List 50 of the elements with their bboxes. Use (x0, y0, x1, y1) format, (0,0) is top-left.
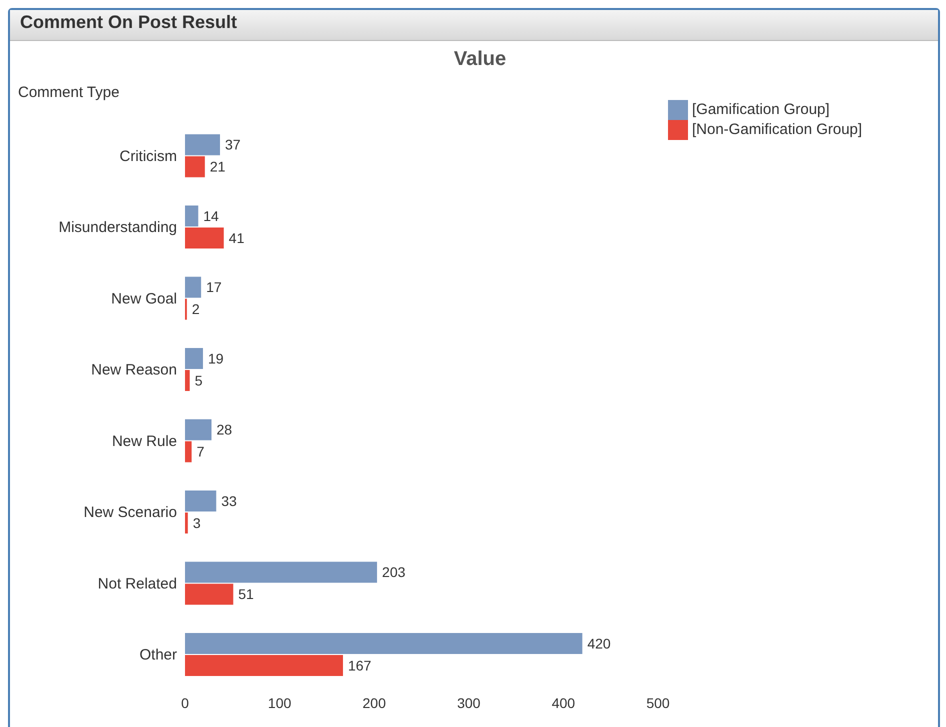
data-label: 51 (238, 586, 254, 602)
bar (185, 441, 192, 462)
x-tick-label: 200 (362, 694, 386, 711)
y-axis-title: Comment Type (18, 84, 120, 101)
y-tick-label: New Reason (91, 362, 177, 379)
x-tick-label: 0 (181, 694, 190, 711)
bar (185, 370, 190, 391)
data-label: 2 (192, 301, 200, 318)
x-tick-label: 500 (646, 694, 670, 711)
data-label: 41 (228, 230, 245, 246)
data-label: 3 (192, 514, 201, 531)
bar (185, 228, 224, 248)
bar (185, 206, 198, 226)
legend-label: [Non-Gamification Group] (692, 120, 862, 138)
data-label: 7 (196, 444, 205, 460)
bar (185, 276, 202, 298)
bar (185, 655, 343, 676)
data-label: 203 (382, 564, 406, 580)
x-tick-label: 100 (268, 694, 292, 711)
x-tick-label: 300 (457, 694, 481, 711)
legend-label: [Gamification Group] (692, 100, 830, 118)
data-label: 28 (216, 422, 232, 438)
bar (185, 134, 220, 156)
data-label: 167 (348, 657, 372, 674)
data-label: 5 (194, 372, 203, 388)
data-label: 420 (587, 635, 611, 652)
data-label: 19 (208, 350, 224, 366)
chart-title: Comment On Post Result (10, 10, 938, 41)
y-tick-label: Other (139, 646, 178, 664)
bar (185, 156, 205, 178)
y-tick-label: New Goal (111, 290, 177, 308)
y-tick-label: New Scenario (84, 504, 177, 522)
y-tick-label: Not Related (98, 575, 177, 592)
data-label: 17 (206, 279, 222, 296)
chart-subtitle: Value (452, 48, 508, 71)
y-tick-label: Misunderstanding (58, 219, 177, 236)
y-tick-label: New Rule (112, 432, 177, 450)
bar (185, 512, 188, 534)
data-label: 21 (210, 158, 226, 175)
y-tick-label: Criticism (120, 148, 177, 165)
data-label: 14 (203, 208, 220, 224)
bar (185, 348, 203, 369)
bar (185, 562, 378, 583)
data-label: 37 (225, 136, 241, 153)
bar (185, 490, 216, 512)
bar (185, 419, 212, 440)
bar (185, 584, 234, 605)
data-label: 33 (221, 492, 238, 509)
x-tick-label: 400 (552, 694, 576, 711)
bar (185, 633, 582, 654)
